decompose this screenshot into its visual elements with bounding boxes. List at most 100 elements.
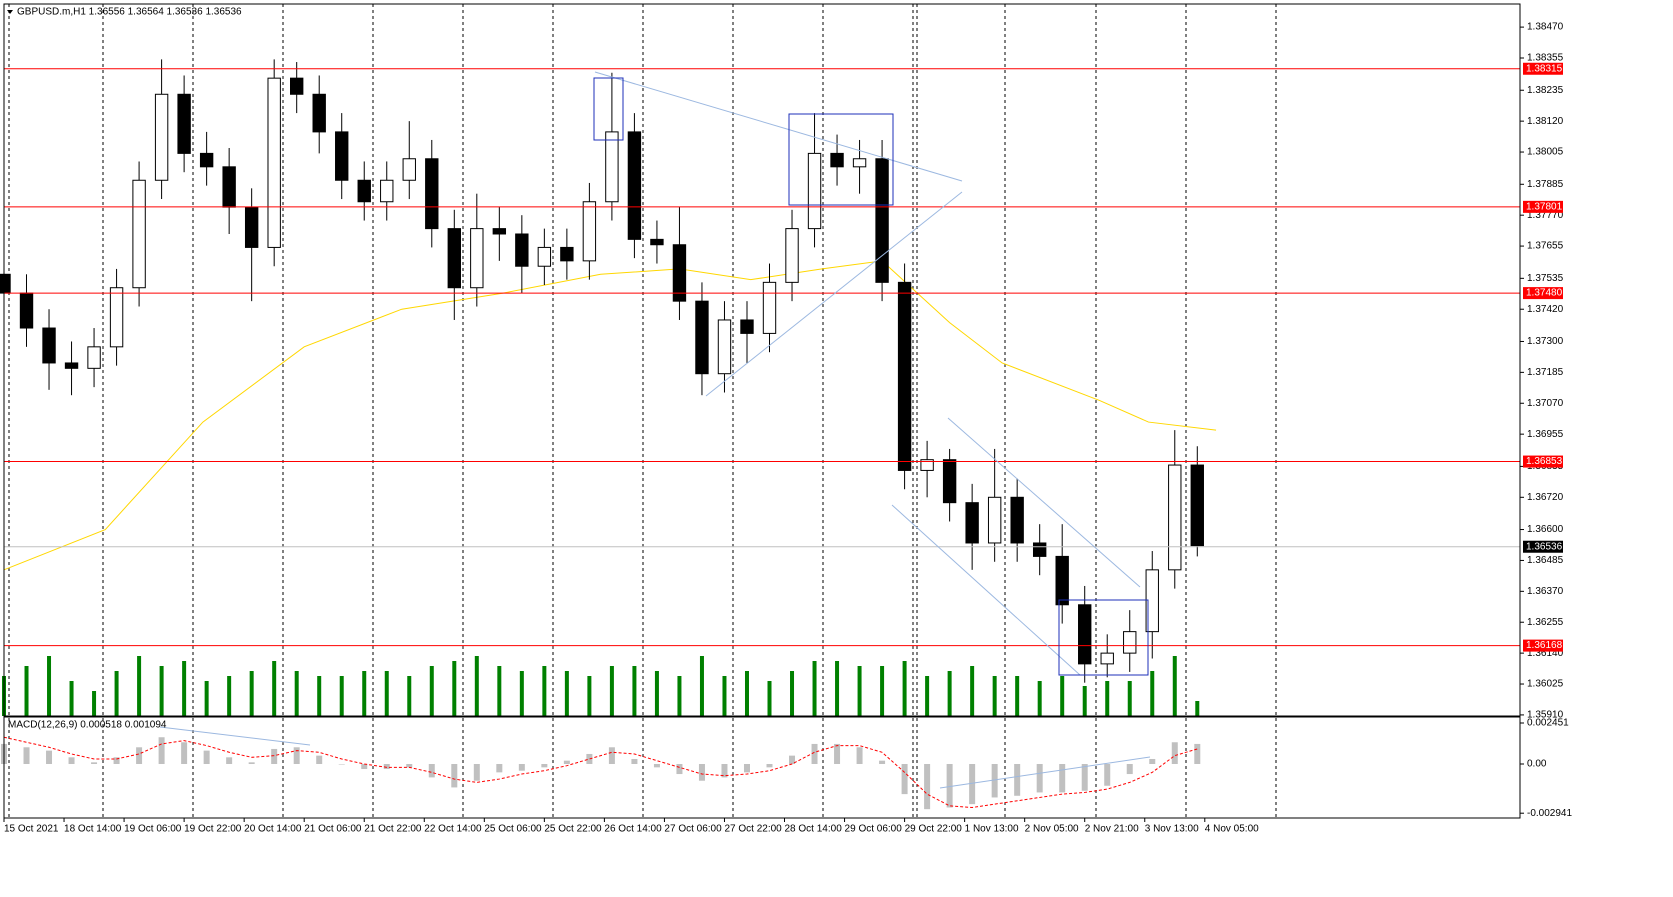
macd-bar	[969, 764, 976, 805]
x-tick-label: 4 Nov 05:00	[1205, 824, 1259, 835]
candle-body	[965, 502, 979, 544]
macd-bar	[1126, 764, 1133, 775]
x-tick-label: 18 Oct 14:00	[64, 824, 122, 835]
macd-bar	[496, 764, 503, 773]
candle-body	[920, 459, 934, 471]
volume-bar	[497, 666, 502, 716]
y-tick-label: 1.37185	[1527, 367, 1564, 378]
x-tick-label: 2 Nov 05:00	[1025, 824, 1079, 835]
y-tick-label: 1.36485	[1527, 555, 1564, 566]
trend-line	[705, 191, 963, 397]
y-tick-label: 1.36025	[1527, 679, 1564, 690]
candle-body	[897, 281, 912, 471]
macd-bar	[1194, 743, 1201, 765]
x-tick-label: 25 Oct 22:00	[544, 824, 602, 835]
y-tick-label: 1.37070	[1527, 398, 1564, 409]
macd-bar	[811, 743, 818, 765]
macd-bar	[46, 750, 53, 765]
macd-bar	[789, 755, 796, 765]
candle-body	[785, 228, 799, 283]
candle-body	[42, 327, 56, 364]
y-tick-label: 1.36255	[1527, 617, 1564, 628]
macd-bar	[428, 764, 435, 778]
trend-line	[159, 726, 311, 746]
candle-body	[762, 281, 777, 334]
candle-body	[605, 131, 619, 203]
candle-body	[1055, 555, 1069, 606]
signal-line	[3, 736, 1198, 809]
macd-bar	[293, 747, 300, 765]
volume-bar	[137, 656, 142, 716]
macd-frame	[3, 716, 1521, 819]
volume-bar	[114, 671, 119, 716]
macd-bar	[991, 764, 998, 798]
volume-bar	[159, 666, 164, 716]
x-tick-label: 29 Oct 22:00	[905, 824, 963, 835]
level-label: 1.36853	[1526, 456, 1563, 467]
period-separators	[8, 4, 1277, 818]
macd-bar	[91, 762, 98, 765]
volume-bar	[699, 656, 704, 716]
y-tick-label: 1.36600	[1527, 524, 1564, 535]
macd-bar	[473, 764, 480, 781]
volume-bar	[519, 671, 524, 716]
x-tick-label: 1 Nov 13:00	[965, 824, 1019, 835]
macd-bar	[406, 764, 413, 768]
macd-bar	[834, 743, 841, 765]
candle-body	[64, 362, 79, 369]
x-tick-label: 25 Oct 06:00	[484, 824, 542, 835]
candle-body	[807, 152, 822, 230]
candle-body	[1145, 569, 1159, 633]
macd-bar	[203, 750, 210, 765]
volume-bar	[1150, 671, 1155, 716]
macd-bar	[248, 762, 255, 765]
level-label-box	[1523, 200, 1563, 213]
y-tick-label: 1.36955	[1527, 429, 1564, 440]
data-layer	[0, 59, 1520, 810]
trend-line	[594, 71, 963, 182]
volume-bar	[902, 661, 907, 716]
menu-arrow[interactable]	[7, 10, 13, 14]
macd-bar	[563, 760, 570, 765]
y-tick-label: 1.38470	[1527, 22, 1564, 33]
candle-body	[1078, 604, 1092, 665]
x-tick-label: 2 Nov 21:00	[1085, 824, 1139, 835]
volume-bar	[767, 681, 772, 716]
y-tick-label: 1.37420	[1527, 304, 1564, 315]
level-label-box	[1523, 287, 1563, 300]
volume-bar	[1060, 676, 1065, 716]
macd-bar	[946, 764, 953, 808]
volume-bar	[677, 676, 682, 716]
macd-bar	[1149, 758, 1156, 765]
volume-bar	[294, 671, 299, 716]
candle-body	[942, 459, 957, 504]
candle-body	[222, 166, 236, 208]
y-tick-label: 0.002451	[1527, 718, 1569, 729]
volume-bar	[609, 666, 614, 716]
volume-bar	[925, 676, 930, 716]
macd-bar	[271, 748, 278, 765]
trend-line	[939, 756, 1151, 789]
volume-bar	[452, 661, 457, 716]
volume-bar	[790, 671, 795, 716]
macd-bar	[361, 764, 368, 770]
volume-bar	[384, 671, 389, 716]
candle-body	[740, 319, 754, 334]
y-tick-label: 1.38355	[1527, 53, 1564, 64]
volume-bar	[587, 676, 592, 716]
macd-bar	[451, 764, 458, 788]
volume-bar	[317, 676, 322, 716]
volume-bar	[835, 661, 840, 716]
candle-body	[402, 158, 416, 181]
macd-bar	[676, 764, 683, 775]
y-tick-label: 1.36370	[1527, 586, 1564, 597]
level-label-box	[1523, 639, 1563, 652]
x-tick-label: 21 Oct 22:00	[364, 824, 422, 835]
trend-line	[947, 417, 1141, 588]
candle-body	[560, 246, 574, 262]
candle-body	[1100, 652, 1114, 665]
candle-body	[357, 179, 371, 203]
volume-bar	[654, 671, 659, 716]
macd-bar	[879, 760, 886, 765]
macd-bar	[23, 747, 30, 765]
